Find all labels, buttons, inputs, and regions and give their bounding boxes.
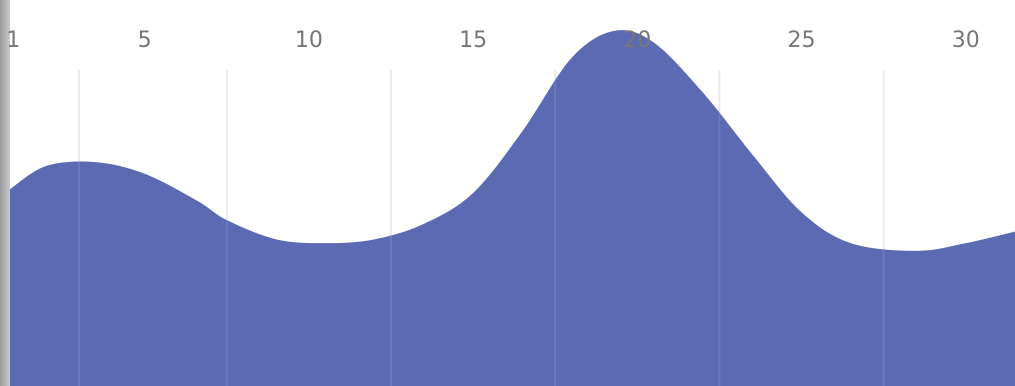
x-tick-label-25: 25 <box>788 28 816 53</box>
x-tick-label-15: 15 <box>459 28 487 53</box>
x-tick-label-5: 5 <box>138 28 152 53</box>
x-tick-label-30: 30 <box>952 28 980 53</box>
area-series-fill <box>10 30 1015 386</box>
x-tick-label-1: 1 <box>6 28 20 53</box>
x-tick-label-20: 20 <box>623 28 651 53</box>
x-axis-tick-labels: 1 5 10 15 20 25 30 <box>6 28 979 53</box>
x-tick-label-10: 10 <box>295 28 323 53</box>
left-edge-divider <box>0 0 10 386</box>
